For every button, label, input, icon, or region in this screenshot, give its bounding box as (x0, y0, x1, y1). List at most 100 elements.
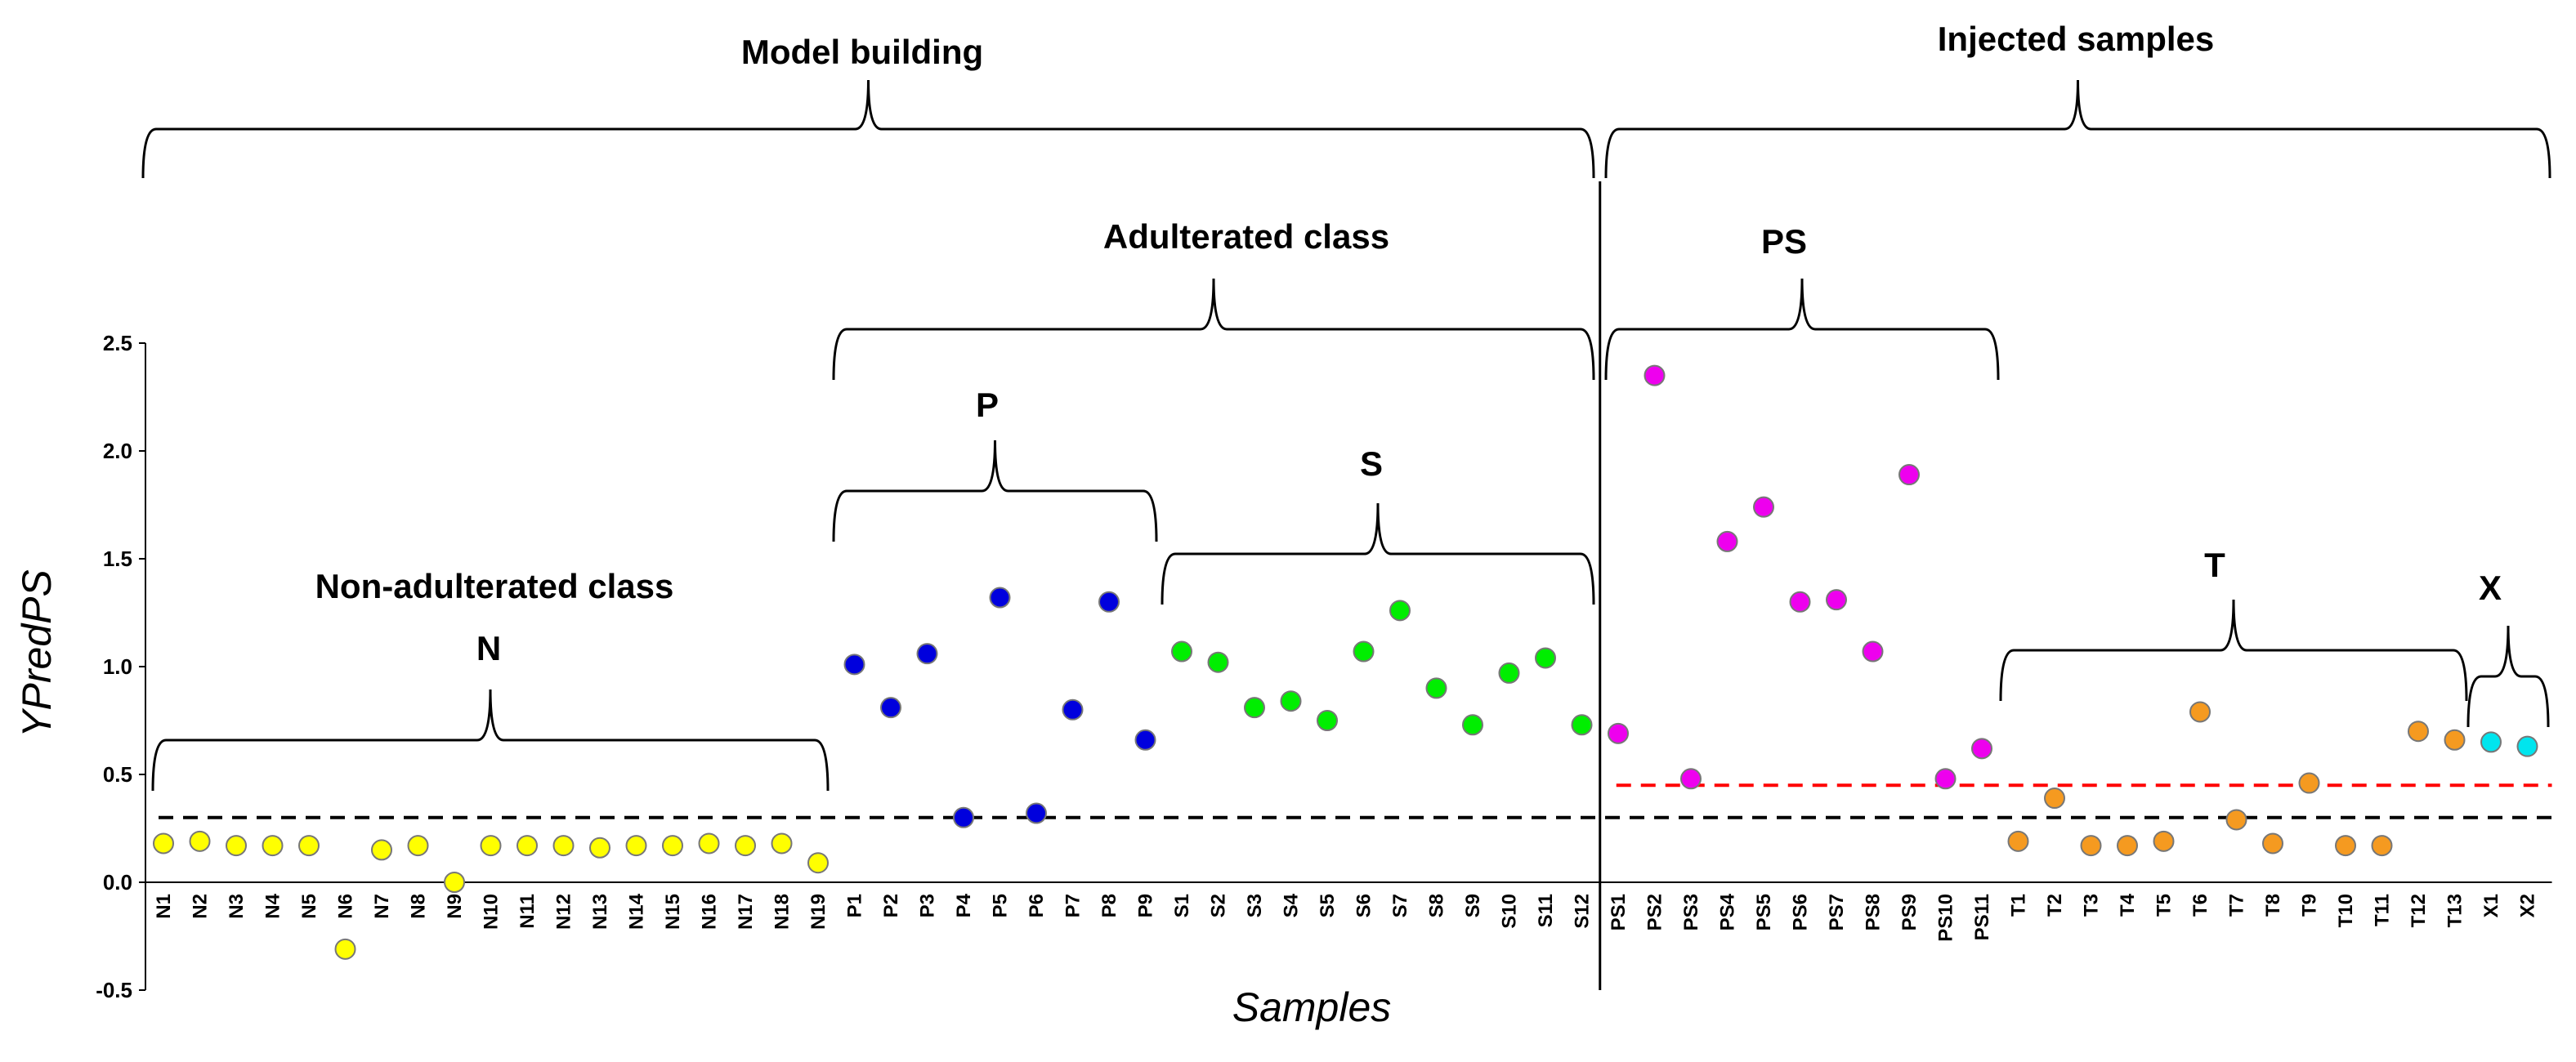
x-tick-label: P3 (917, 894, 939, 917)
point-t13 (2444, 729, 2466, 751)
point-ps9 (1898, 464, 1920, 486)
point-n6 (334, 938, 356, 960)
x-tick-label: PS6 (1790, 894, 1812, 930)
point-s4 (1280, 690, 1302, 712)
x-tick-label: X1 (2480, 894, 2502, 917)
t-bracket (1999, 599, 2468, 702)
model-building-label: Model building (741, 33, 983, 71)
adulterated-class-bracket (832, 278, 1595, 381)
point-n15 (662, 835, 683, 857)
x-tick-label: N10 (481, 894, 503, 930)
point-ps7 (1826, 589, 1847, 611)
injected-samples-label: Injected samples (1938, 20, 2214, 58)
x-tick-label: S9 (1462, 894, 1484, 917)
point-n10 (480, 835, 502, 857)
p-bracket (832, 440, 1158, 542)
point-n16 (698, 832, 720, 855)
x-tick-label: PS4 (1717, 893, 1739, 930)
point-n19 (807, 852, 829, 874)
adulterated-class-label: Adulterated class (1103, 217, 1389, 256)
point-t1 (2007, 830, 2029, 852)
point-x1 (2480, 731, 2502, 753)
point-n5 (298, 835, 320, 857)
x-tick-label: P6 (1026, 894, 1048, 917)
x-tick-label: N7 (371, 894, 393, 919)
point-s11 (1535, 647, 1556, 669)
point-p3 (916, 643, 938, 665)
group-p-label: P (976, 386, 999, 424)
point-s12 (1571, 714, 1593, 736)
non-adulterated-class-label: Non-adulterated class (315, 567, 674, 605)
x-tick-label: S6 (1353, 894, 1375, 917)
x-tick-label: P9 (1135, 894, 1157, 917)
x-tick-label: S7 (1389, 894, 1411, 917)
x-tick-label: S4 (1281, 893, 1303, 917)
point-n2 (189, 830, 211, 852)
x-tick-label: N8 (408, 894, 430, 919)
x-tick-label: P7 (1062, 894, 1085, 917)
point-p2 (880, 697, 901, 719)
point-ps10 (1934, 768, 1957, 790)
point-ps1 (1608, 722, 1629, 744)
x-tick-label: PS3 (1680, 894, 1702, 930)
point-t7 (2225, 809, 2247, 831)
point-n9 (444, 872, 465, 893)
threshold-lines (159, 783, 2552, 819)
x-tick-label: T2 (2044, 894, 2066, 917)
point-ps11 (1971, 738, 1992, 760)
y-tick-label: 0.5 (103, 762, 132, 787)
x-tick-label: T4 (2117, 893, 2139, 917)
x-tick-label: PS5 (1753, 894, 1775, 930)
point-p7 (1062, 698, 1084, 721)
x-tick-label: N18 (771, 894, 794, 930)
point-p4 (953, 806, 974, 828)
point-s6 (1353, 640, 1375, 663)
x-tick-label: S11 (1535, 894, 1557, 927)
y-tick-label: 2.0 (103, 439, 132, 463)
x-tick-label: P2 (880, 894, 902, 917)
point-s10 (1498, 662, 1520, 684)
point-s5 (1317, 710, 1338, 731)
point-n18 (771, 832, 793, 855)
point-t10 (2335, 835, 2356, 857)
point-n3 (226, 835, 247, 857)
point-p8 (1098, 591, 1120, 613)
x-tick-label: T12 (2408, 894, 2430, 927)
x-tick-label: S8 (1426, 894, 1448, 917)
x-tick-label: N11 (517, 894, 539, 929)
x-tick-label: N13 (589, 894, 611, 930)
point-ps6 (1789, 591, 1811, 613)
x-tick-label: N4 (262, 893, 284, 918)
x-tick-label: S5 (1317, 894, 1339, 917)
point-t8 (2262, 832, 2283, 855)
x-tick-label: PS1 (1608, 894, 1630, 930)
x-tick-label: N1 (153, 894, 175, 919)
point-s2 (1207, 651, 1229, 673)
x-tick-label: P5 (990, 894, 1012, 917)
point-p6 (1026, 802, 1047, 824)
x-tick-label: T13 (2444, 894, 2466, 927)
x-tick-label: T6 (2189, 894, 2212, 917)
x-tick-label: N9 (444, 894, 466, 919)
y-axis-title: YPredPS (14, 569, 60, 738)
point-s8 (1425, 677, 1447, 699)
x-tick-label: N6 (335, 894, 357, 919)
x-tick-label: S10 (1499, 894, 1521, 929)
point-n13 (589, 837, 610, 859)
x-tick-label: N14 (626, 893, 648, 930)
point-t12 (2408, 721, 2429, 743)
n-bracket (151, 689, 830, 792)
x-bracket (2466, 625, 2550, 728)
x-tick-label: T11 (2372, 894, 2394, 926)
point-t6 (2189, 701, 2211, 723)
point-p9 (1134, 729, 1156, 751)
point-n17 (735, 835, 756, 857)
point-ps8 (1862, 640, 1884, 663)
point-ps3 (1680, 768, 1702, 790)
x-tick-label: N2 (190, 894, 212, 919)
x-tick-label: PS2 (1644, 894, 1666, 930)
y-tick-label: 2.5 (103, 331, 132, 355)
x-tick-label: PS7 (1826, 894, 1848, 930)
x-tick-label: N17 (735, 894, 757, 930)
point-t4 (2117, 835, 2138, 857)
